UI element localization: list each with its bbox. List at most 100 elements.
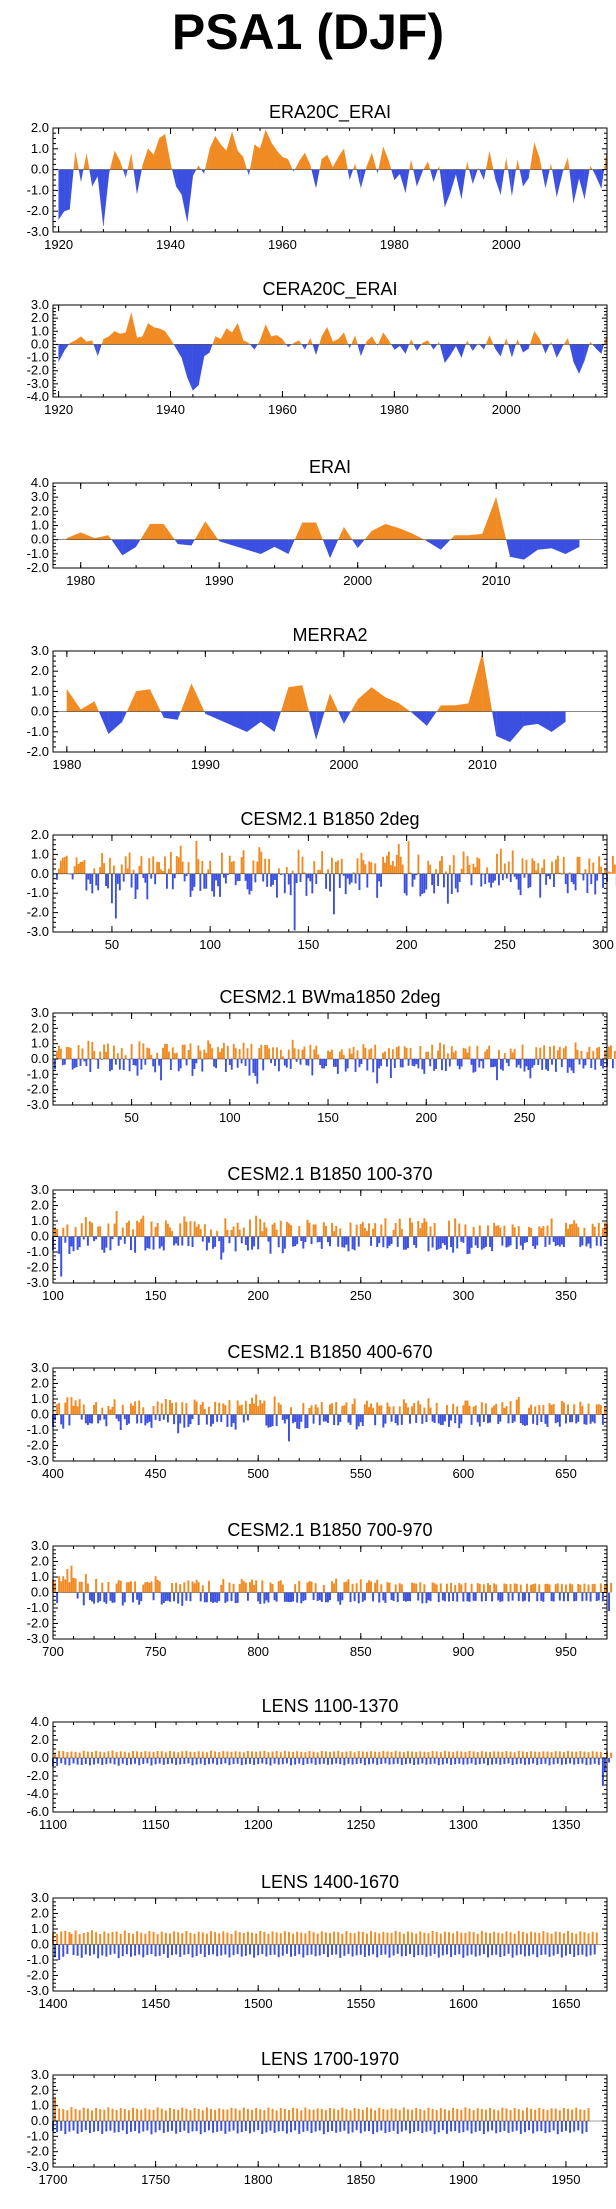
positive-bar	[179, 1223, 182, 1237]
negative-bar	[154, 2121, 157, 2133]
negative-bar	[91, 873, 94, 894]
negative-bar	[310, 1758, 313, 1764]
positive-area	[388, 161, 392, 170]
positive-bar	[452, 2107, 455, 2121]
negative-bar	[166, 1944, 169, 1958]
negative-bar	[269, 1414, 272, 1427]
negative-bar	[491, 1236, 494, 1252]
positive-bar	[287, 1049, 290, 1059]
positive-bar	[368, 1580, 370, 1593]
positive-bar	[609, 1045, 612, 1059]
negative-bar	[350, 873, 353, 883]
positive-bar	[382, 1750, 385, 1758]
negative-bar	[528, 2121, 531, 2131]
negative-bar	[415, 1059, 418, 1065]
positive-bar	[218, 1402, 221, 1415]
positive-area	[549, 163, 552, 170]
negative-area	[288, 539, 295, 554]
negative-bar	[582, 1059, 585, 1069]
negative-bar	[295, 873, 298, 884]
positive-bar	[610, 1752, 613, 1758]
negative-bar	[265, 1758, 268, 1765]
negative-bar	[338, 873, 341, 888]
positive-bar	[402, 1752, 405, 1758]
negative-bar	[262, 873, 265, 882]
negative-bar	[531, 1059, 534, 1068]
negative-area	[394, 169, 401, 181]
negative-bar	[478, 1059, 481, 1068]
negative-bar	[425, 1944, 428, 1957]
positive-bar	[468, 1931, 471, 1945]
negative-bar	[319, 1059, 322, 1065]
negative-bar	[191, 1414, 194, 1419]
negative-bar	[355, 1414, 358, 1430]
negative-bar	[244, 1059, 247, 1067]
negative-bar	[191, 1236, 194, 1248]
x-tick-label: 2010	[482, 573, 511, 588]
positive-bar	[111, 2108, 114, 2121]
negative-bar	[119, 1236, 122, 1240]
negative-bar	[305, 1059, 308, 1066]
positive-area	[243, 340, 250, 345]
negative-bar	[384, 1944, 387, 1955]
positive-area	[140, 524, 150, 540]
positive-bar	[338, 1051, 341, 1059]
positive-bar	[193, 1751, 196, 1758]
positive-bar	[273, 1222, 276, 1237]
positive-bar	[573, 1404, 576, 1415]
positive-bar	[277, 1581, 280, 1593]
positive-bar	[88, 1221, 91, 1237]
positive-bar	[556, 855, 559, 874]
positive-area	[68, 343, 70, 345]
positive-bar	[148, 2109, 151, 2121]
positive-bar	[101, 1582, 104, 1593]
positive-area	[332, 157, 339, 170]
negative-bar	[452, 1592, 455, 1602]
positive-bar	[246, 1750, 249, 1758]
negative-area	[511, 344, 516, 358]
positive-bar	[411, 1932, 414, 1945]
positive-bar	[123, 2109, 126, 2121]
negative-area	[416, 169, 423, 187]
negative-bar	[146, 1758, 149, 1764]
negative-bar	[544, 1236, 547, 1247]
positive-bar	[232, 1226, 235, 1237]
negative-area	[416, 344, 422, 351]
positive-bar	[216, 1230, 219, 1237]
y-tick-label: -1.0	[27, 546, 49, 561]
positive-bar	[177, 1752, 180, 1758]
negative-area	[399, 344, 406, 355]
positive-bar	[549, 1046, 551, 1059]
x-tick-label: 1950	[552, 2172, 581, 2187]
positive-area	[551, 163, 553, 170]
positive-bar	[583, 1227, 586, 1237]
negative-area	[479, 169, 484, 180]
positive-bar	[530, 1751, 533, 1758]
positive-bar	[509, 1932, 512, 1945]
negative-bar	[283, 1059, 286, 1066]
positive-bar	[374, 863, 377, 874]
positive-area	[114, 150, 121, 170]
negative-bar	[521, 1236, 524, 1250]
negative-bar	[220, 1758, 223, 1765]
negative-bar	[267, 1414, 270, 1428]
negative-area	[424, 539, 427, 542]
negative-bar	[60, 1758, 63, 1764]
y-tick-label: -2.0	[27, 1616, 49, 1631]
negative-bar	[409, 1758, 411, 1764]
negative-bar	[275, 1592, 278, 1602]
negative-bar	[164, 1592, 167, 1602]
negative-bar	[359, 2121, 362, 2134]
positive-bar	[400, 1228, 403, 1237]
negative-bar	[285, 1414, 288, 1420]
negative-bar	[134, 1944, 137, 1956]
negative-bar	[390, 1592, 393, 1600]
negative-bar	[542, 1592, 545, 1602]
positive-bar	[564, 1584, 567, 1593]
positive-bar	[292, 2107, 295, 2121]
negative-bar	[162, 1236, 165, 1251]
positive-area	[534, 330, 540, 345]
positive-bar	[72, 1405, 75, 1415]
negative-bar	[84, 1414, 87, 1424]
negative-bar	[61, 1059, 64, 1066]
